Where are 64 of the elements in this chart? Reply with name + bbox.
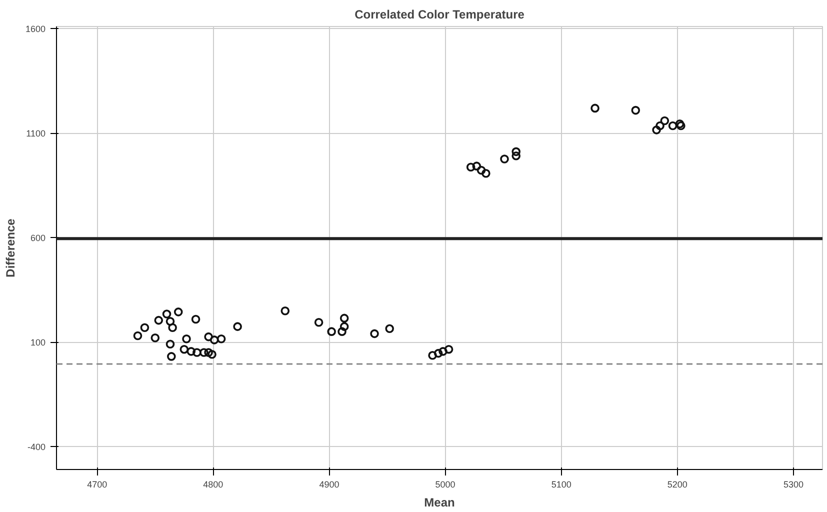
y-tick-label: 1100	[26, 128, 46, 139]
y-tick-label: 100	[30, 338, 46, 348]
point	[500, 154, 509, 164]
point	[656, 121, 664, 130]
point	[192, 348, 202, 357]
point	[162, 310, 172, 318]
point	[675, 119, 684, 128]
point	[210, 336, 219, 344]
chart-title: Correlated Color Temperature	[354, 8, 525, 22]
point	[434, 348, 443, 358]
point	[438, 347, 448, 356]
x-tick-label: 5300	[783, 480, 804, 490]
point	[154, 316, 164, 325]
point	[340, 322, 349, 331]
point	[166, 340, 175, 349]
x-tick-label: 4900	[319, 480, 340, 490]
point	[476, 166, 486, 175]
point	[150, 333, 160, 342]
point	[428, 351, 437, 360]
point	[482, 169, 490, 178]
point	[204, 348, 213, 357]
point	[216, 334, 226, 344]
point	[167, 352, 176, 361]
x-axis-title: Mean	[424, 496, 455, 510]
x-tick-label: 4700	[87, 480, 108, 490]
point	[676, 121, 686, 130]
point	[385, 324, 394, 334]
point	[280, 306, 290, 316]
y-tick-label: 600	[30, 233, 46, 244]
point	[327, 327, 336, 336]
point	[166, 316, 175, 326]
point	[168, 323, 177, 332]
point	[370, 329, 379, 338]
y-axis-title: Difference	[3, 218, 18, 278]
point	[186, 347, 196, 356]
point	[180, 344, 189, 354]
point	[233, 322, 242, 331]
point	[631, 106, 640, 115]
x-tick-label: 5100	[551, 480, 572, 490]
point	[668, 121, 678, 130]
point	[512, 147, 520, 156]
point	[204, 332, 213, 342]
point	[512, 151, 520, 160]
point	[590, 104, 600, 113]
point	[472, 162, 482, 170]
point	[191, 314, 200, 324]
point	[444, 344, 454, 354]
y-tick-label: -400	[27, 442, 46, 452]
x-tick-label: 5200	[667, 480, 688, 490]
point	[660, 116, 670, 126]
point	[314, 318, 324, 327]
point	[182, 334, 191, 344]
point	[140, 323, 150, 332]
point	[174, 308, 183, 316]
point	[133, 331, 142, 340]
point	[652, 126, 661, 134]
point	[338, 327, 346, 336]
x-tick-label: 5000	[435, 480, 456, 490]
point	[208, 350, 216, 359]
point	[199, 348, 208, 357]
point	[466, 162, 476, 172]
x-tick-label: 4800	[203, 480, 224, 490]
point	[340, 314, 349, 323]
y-tick-label: 1600	[25, 24, 46, 34]
